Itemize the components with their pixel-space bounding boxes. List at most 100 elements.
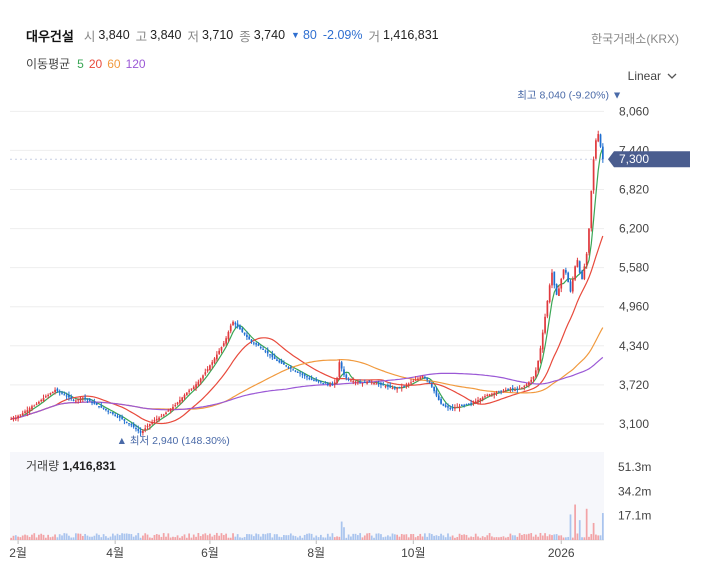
ma-legend-item-120[interactable]: 120 — [125, 56, 146, 71]
volume-bar — [222, 534, 225, 540]
candle-body — [137, 428, 140, 431]
volume-bar — [144, 533, 147, 540]
candle-body — [169, 408, 172, 411]
scale-dropdown[interactable]: Linear — [628, 69, 677, 83]
volume-bar — [567, 536, 570, 540]
candle-body — [44, 396, 47, 398]
volume-bar — [197, 533, 200, 540]
volume-bar — [329, 536, 331, 540]
candle-body — [42, 398, 45, 402]
volume-bar — [130, 534, 133, 540]
volume-bar — [465, 534, 468, 540]
volume-bar — [551, 535, 553, 540]
candle-body — [202, 375, 204, 379]
candle-body — [440, 398, 442, 404]
volume-tick-label: 17.1m — [618, 509, 651, 523]
volume-bar — [276, 534, 278, 540]
candle-body — [525, 384, 528, 386]
candle-body — [396, 388, 399, 390]
candle-body — [31, 406, 33, 409]
volume-bar — [359, 533, 362, 540]
volume-bar — [514, 535, 516, 540]
volume-bar — [153, 535, 156, 540]
candle-body — [116, 416, 119, 418]
volume-bar — [387, 535, 389, 540]
candle-body — [276, 359, 278, 361]
volume-bar — [31, 534, 33, 540]
volume-bar — [541, 535, 544, 540]
ma-legend-item-20[interactable]: 20 — [88, 56, 103, 71]
volume-bar — [440, 533, 442, 540]
volume-bar — [481, 536, 484, 540]
candle-body — [49, 393, 52, 395]
volume-bar — [382, 537, 385, 540]
candle-body — [123, 419, 126, 421]
volume-bar — [500, 536, 503, 540]
volume-bar — [241, 537, 244, 540]
candle-body — [504, 389, 507, 391]
candle-body — [206, 369, 209, 372]
price-summary: 대우건설 시 3,840 고 3,840 저 3,710 종 3,740 ▼ 8… — [26, 26, 445, 44]
candle-body — [21, 413, 24, 416]
candle-body — [252, 342, 255, 344]
volume-bar — [88, 536, 91, 540]
volume-bar — [493, 537, 496, 540]
volume-bar — [366, 533, 368, 540]
ma-legend-item-5[interactable]: 5 — [77, 56, 84, 71]
volume-bar — [511, 535, 514, 540]
candle-body — [343, 369, 345, 375]
candle-body — [521, 387, 523, 389]
candle-body — [449, 407, 452, 409]
candle-body — [507, 388, 509, 390]
volume-bar — [135, 535, 137, 540]
volume-bar — [35, 537, 38, 540]
candle-body — [257, 344, 260, 346]
volume-bar — [396, 534, 399, 540]
volume-panel-label: 거래량 1,416,831 — [26, 457, 116, 474]
candle-body — [135, 428, 137, 430]
volume-bar — [338, 536, 341, 540]
volume-bar — [373, 537, 375, 540]
volume-bar — [132, 536, 135, 540]
volume-bar — [19, 537, 22, 540]
y-tick-label: 5,580 — [619, 261, 649, 275]
candle-body — [153, 420, 156, 422]
volume-bar — [47, 534, 50, 540]
candle-body — [511, 387, 514, 390]
ma-legend-item-60[interactable]: 60 — [107, 56, 121, 71]
volume-bar — [578, 520, 581, 540]
volume-bar — [44, 537, 47, 540]
y-tick-label: 4,340 — [619, 339, 649, 353]
volume-bar — [195, 536, 197, 540]
volume-bar — [555, 534, 558, 540]
volume-bar — [72, 537, 75, 540]
candle-body — [322, 382, 325, 384]
candle-body — [215, 354, 218, 360]
volume-bar — [528, 533, 530, 540]
candle-body — [105, 408, 107, 411]
open-label: 시 — [83, 29, 96, 44]
candle-body — [308, 377, 311, 379]
candle-body — [377, 383, 380, 385]
candle-body — [530, 379, 533, 382]
volume-bar — [502, 536, 505, 540]
candle-body — [144, 428, 147, 431]
candle-body — [581, 271, 583, 279]
candle-body — [458, 406, 461, 408]
candle-body — [195, 384, 197, 388]
volume-bar — [280, 537, 283, 540]
candle-body — [225, 338, 227, 344]
candle-body — [81, 397, 84, 399]
candle-body — [35, 403, 38, 405]
volume-value: 1,416,831 — [382, 28, 439, 42]
volume-bar — [324, 537, 327, 540]
candle-body — [585, 253, 588, 266]
volume-bar — [356, 535, 359, 540]
candle-body — [595, 140, 597, 160]
volume-bar — [118, 535, 121, 540]
candle-body — [417, 378, 419, 380]
volume-bar — [315, 535, 318, 540]
volume-bar — [259, 536, 262, 540]
volume-bar — [239, 537, 241, 540]
